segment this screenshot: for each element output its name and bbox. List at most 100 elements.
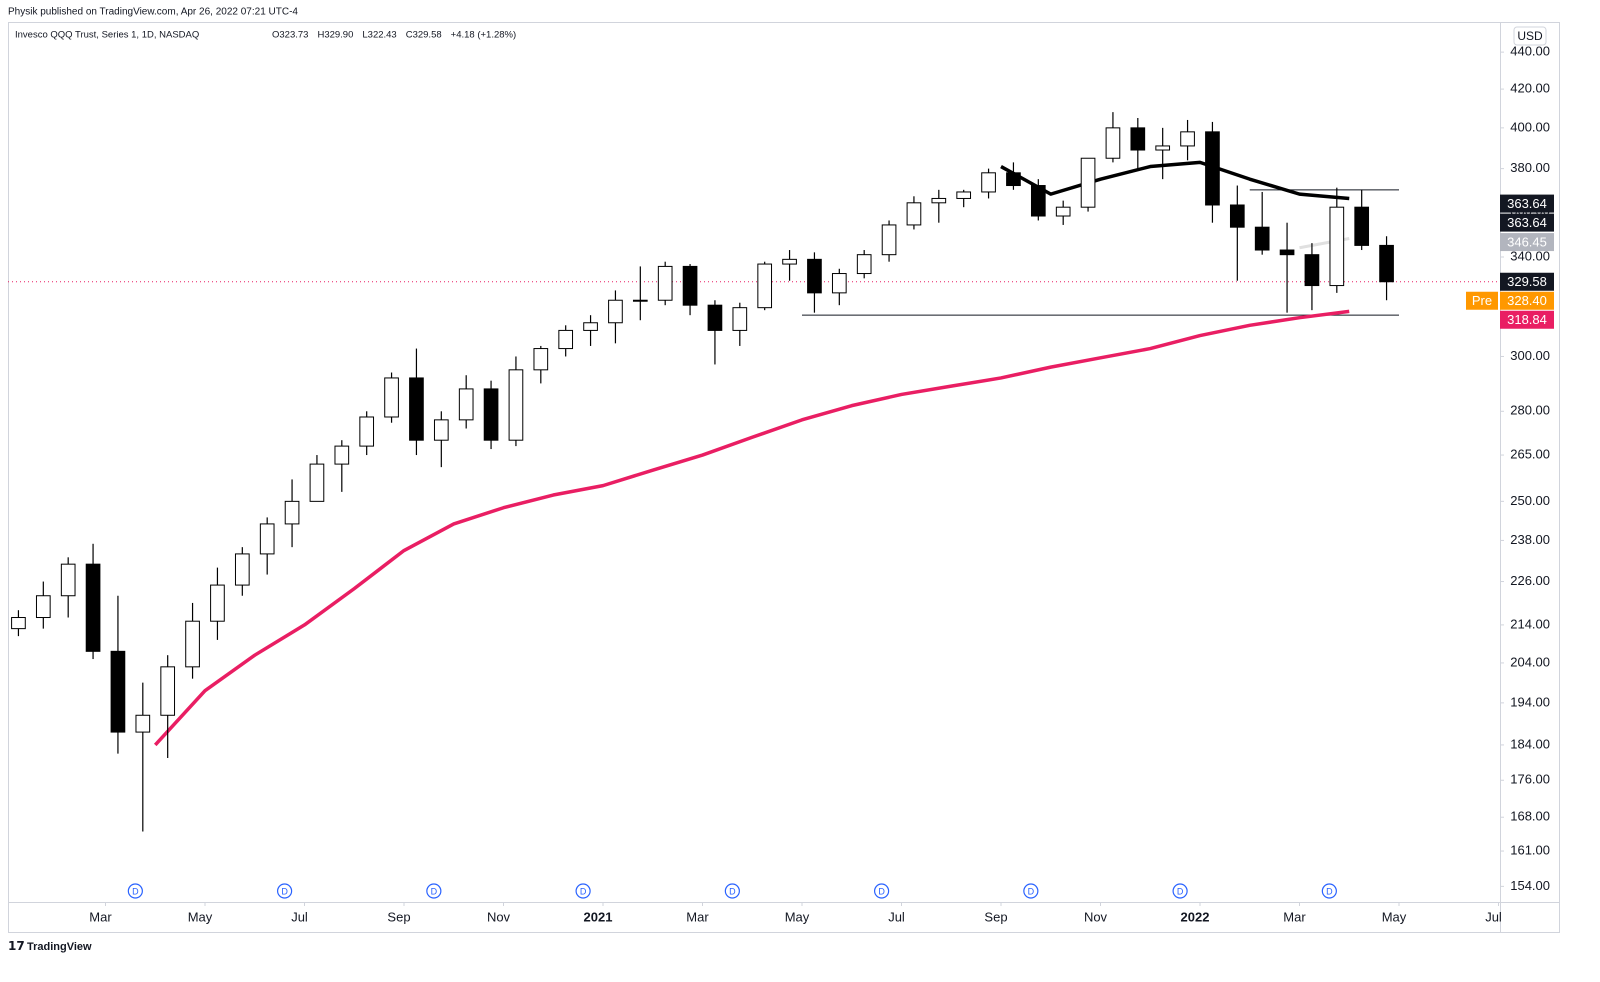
- candle-body: [1304, 254, 1320, 287]
- y-tick-label: 280.00: [1510, 403, 1550, 418]
- x-tick-label: Jul: [888, 909, 905, 924]
- price-label-prefix: Pre: [1472, 293, 1492, 308]
- footer: TradingView: [27, 941, 92, 953]
- dividend-marker: [873, 883, 890, 899]
- candle-body: [807, 258, 822, 294]
- x-tick-label: Sep: [984, 909, 1007, 924]
- y-tick-label: 214.00: [1510, 616, 1550, 631]
- dividend-label: D: [580, 886, 587, 896]
- candle-body: [732, 307, 748, 331]
- dividend-label: D: [1177, 886, 1184, 896]
- y-tick-label: 420.00: [1510, 81, 1550, 96]
- candle-body: [1155, 145, 1171, 151]
- candle-body: [856, 254, 872, 275]
- x-tick-label: Mar: [686, 909, 709, 924]
- y-tick-label: 400.00: [1510, 119, 1550, 134]
- dividend-marker: [1172, 883, 1188, 899]
- candle-body: [782, 258, 797, 265]
- candle-body: [409, 377, 424, 441]
- candle-body: [11, 617, 26, 630]
- candle-body: [1080, 157, 1096, 208]
- candle-body: [632, 299, 648, 302]
- currency: USD: [1517, 29, 1543, 43]
- x-tick-label: Nov: [1084, 909, 1108, 924]
- y-tick-label: 250.00: [1510, 493, 1550, 508]
- y-tick-label: 161.00: [1510, 842, 1550, 857]
- candle-body: [682, 265, 698, 306]
- dividend-label: D: [729, 886, 736, 896]
- candle-body: [831, 273, 847, 294]
- dividend-marker: [575, 883, 591, 899]
- dividend-marker: [127, 883, 143, 899]
- price-label: 363.64: [1507, 196, 1547, 211]
- dividend-label: D: [132, 886, 139, 896]
- candle-body: [1354, 206, 1370, 246]
- dividend-label: D: [878, 886, 885, 896]
- price-label-box: [1500, 213, 1554, 232]
- candle-body: [85, 563, 101, 652]
- y-tick-label: 340.00: [1510, 248, 1550, 263]
- dividend-label: D: [281, 886, 288, 896]
- y-tick-label: 194.00: [1510, 694, 1550, 709]
- candle-body: [35, 595, 51, 619]
- candle-body: [1105, 127, 1121, 159]
- candle-body: [185, 620, 200, 668]
- candle-body: [981, 172, 996, 193]
- candle-body: [309, 463, 325, 502]
- candle-body: [210, 584, 225, 622]
- y-tick-label: 226.00: [1510, 573, 1550, 588]
- y-tick-label: 300.00: [1510, 348, 1550, 363]
- candle-body: [608, 299, 623, 324]
- footer-logo: 𝟭𝟳 TradingView: [8, 939, 92, 953]
- candle-body: [359, 416, 375, 447]
- candle-body: [1130, 127, 1146, 151]
- frame: [8, 22, 1560, 933]
- candle-body: [508, 369, 524, 441]
- price-label: 363.64: [1507, 215, 1547, 230]
- candle-body: [956, 191, 972, 199]
- currency-box: [1513, 26, 1547, 46]
- y-tick-label: 204.00: [1510, 654, 1550, 669]
- candle-body: [1379, 244, 1394, 283]
- price-label-box: [1500, 272, 1554, 291]
- candle-body: [906, 202, 922, 226]
- prefix-box: [1466, 291, 1498, 310]
- candle-body: [931, 197, 947, 204]
- y-tick-label: 265.00: [1510, 446, 1550, 461]
- x-tick-label: May: [188, 909, 213, 924]
- candle-body: [1229, 204, 1245, 228]
- candle-body: [458, 388, 474, 421]
- candle-body: [1205, 131, 1220, 206]
- candle-body: [60, 563, 76, 597]
- candle-body: [1254, 226, 1270, 251]
- dividend-marker: [1023, 883, 1039, 899]
- candle-body: [558, 329, 574, 350]
- price-label-box: [1500, 291, 1554, 310]
- candle-body: [1279, 249, 1295, 256]
- candle-body: [533, 348, 549, 371]
- x-tick-label: 2022: [1181, 909, 1210, 924]
- candle-body: [433, 419, 449, 441]
- y-tick-label: 238.00: [1510, 532, 1550, 547]
- candle-body: [259, 523, 275, 555]
- price-label-box: [1500, 233, 1554, 252]
- candle-body: [284, 500, 300, 525]
- price-label: 329.58: [1507, 274, 1547, 289]
- ohlc-value: L322.43: [362, 30, 396, 41]
- candle-body: [881, 224, 897, 256]
- dividend-marker: [1321, 883, 1337, 899]
- price-label-box: [1500, 310, 1554, 329]
- y-tick-label: 184.00: [1510, 736, 1550, 751]
- dividend-label: D: [431, 886, 438, 896]
- candle-body: [757, 263, 773, 309]
- plot: [8, 112, 1500, 832]
- price-label-box: [1500, 194, 1554, 213]
- candle-body: [110, 650, 126, 733]
- dividend-marker: [277, 883, 293, 899]
- x-tick-label: Mar: [1283, 909, 1306, 924]
- x-tick-label: May: [1382, 909, 1407, 924]
- x-tick-label: Nov: [487, 909, 511, 924]
- moving-average: [1000, 160, 1350, 201]
